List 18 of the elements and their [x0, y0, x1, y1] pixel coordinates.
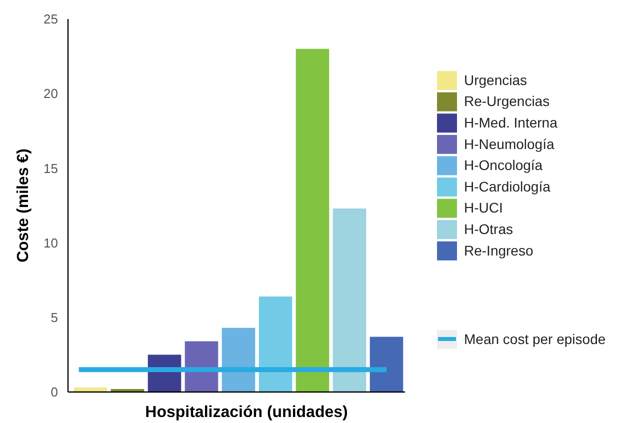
legend-label: Urgencias [464, 72, 528, 88]
legend-label: Re-Ingreso [464, 242, 534, 258]
legend-label: Mean cost per episode [464, 330, 606, 347]
legend-label: H-Cardiología [464, 178, 551, 194]
legend-label: H-Oncología [464, 157, 543, 174]
y-tick-label: 5 [50, 310, 58, 325]
legend-label: H-Med. Interna [464, 114, 558, 130]
y-tick-label: 10 [44, 235, 58, 250]
y-tick-label: 20 [44, 86, 58, 102]
y-tick-label: 25 [44, 12, 58, 27]
legend-label: H-Otras [464, 221, 513, 237]
legend-label: Re-Urgencias [464, 93, 550, 110]
y-tick-label: 15 [44, 160, 58, 176]
legend-label: H-UCI [464, 200, 503, 216]
legend-label: H-Neumología [464, 136, 554, 152]
y-tick-label: 0 [50, 384, 58, 400]
x-axis-title: Hospitalización (unidades) [145, 404, 348, 421]
y-axis-title: Coste (miles €) [15, 148, 32, 262]
